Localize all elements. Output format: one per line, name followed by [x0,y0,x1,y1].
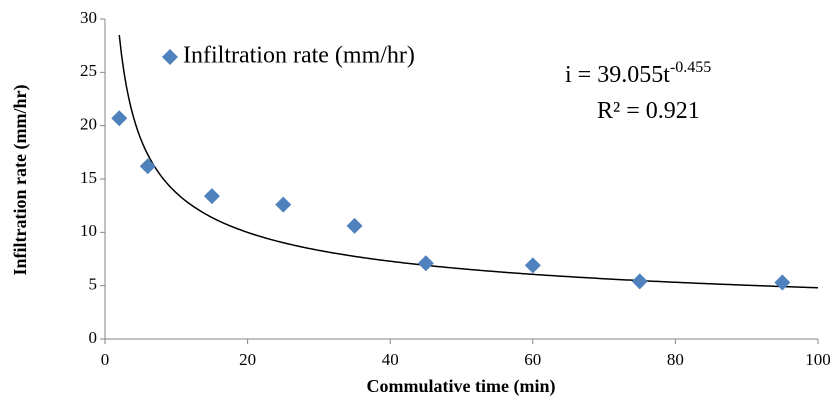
equation-coefficient: 39.055 [597,62,663,88]
y-tick-label: 25 [80,61,97,80]
data-point [417,255,434,272]
y-tick-label: 10 [80,221,97,240]
y-tick-label: 20 [80,115,97,134]
data-point [139,158,156,175]
r2-prefix: R² = [597,98,646,124]
y-axis-title: Infiltration rate (mm/hr) [10,85,31,276]
legend-marker [162,49,178,65]
trendline [118,35,819,289]
equation-variable: t [663,62,670,88]
data-point [111,110,128,127]
y-tick-label: 30 [80,8,97,27]
x-axis-title: Commulative time (min) [367,376,556,397]
equation-exponent: -0.455 [670,59,711,76]
data-point [631,273,648,290]
data-point [346,217,363,234]
data-point [524,257,541,274]
r2-value: 0.921 [646,98,700,124]
y-tick-label: 5 [89,275,98,294]
x-tick-label: 100 [805,350,831,369]
x-tick-label: 0 [101,350,110,369]
x-tick-label: 40 [382,350,399,369]
legend-label: Infiltration rate (mm/hr) [183,43,415,69]
trend-equation: i = 39.055t-0.455 [565,59,711,88]
data-point [203,188,220,205]
y-tick-label: 0 [89,328,98,347]
x-tick-label: 20 [239,350,256,369]
data-point [774,274,791,291]
data-point [275,196,292,213]
x-tick-label: 80 [667,350,684,369]
equation-prefix: i = [565,62,597,88]
y-tick-label: 15 [80,168,97,187]
x-tick-label: 60 [524,350,541,369]
r-squared: R² = 0.921 [597,98,700,124]
